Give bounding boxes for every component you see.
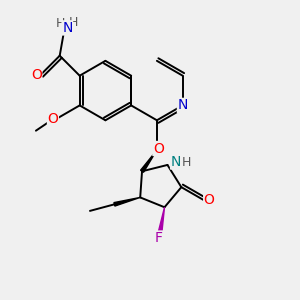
Text: O: O (153, 142, 164, 155)
Text: H: H (69, 16, 79, 29)
Text: N: N (171, 155, 181, 169)
Text: N: N (62, 21, 73, 35)
Text: O: O (204, 193, 214, 207)
Text: N: N (177, 98, 188, 112)
Polygon shape (158, 207, 164, 232)
Text: H: H (182, 156, 191, 169)
Text: O: O (47, 112, 58, 126)
Text: F: F (154, 231, 163, 245)
Text: O: O (31, 68, 42, 82)
Polygon shape (141, 150, 157, 172)
Polygon shape (114, 197, 140, 206)
Text: H: H (56, 17, 65, 30)
